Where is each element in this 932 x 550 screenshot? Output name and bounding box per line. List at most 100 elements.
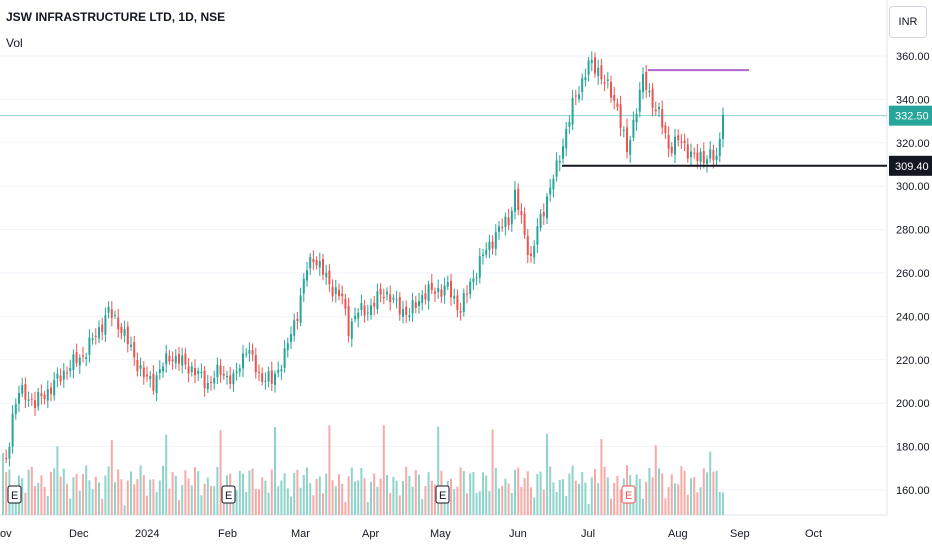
candle-body — [386, 291, 388, 295]
volume-bar — [581, 472, 584, 515]
volume-bar — [594, 469, 596, 515]
volume-bar — [530, 487, 532, 515]
candle-body — [402, 308, 404, 317]
earnings-marker[interactable] — [435, 485, 450, 504]
volume-bar — [482, 472, 484, 515]
x-tick-label: Apr — [362, 528, 379, 540]
candle-body — [152, 373, 155, 391]
candle-body — [622, 129, 625, 131]
candle-body — [363, 305, 366, 316]
candle-body — [229, 375, 232, 384]
candle-body — [318, 261, 321, 268]
volume-bar — [645, 481, 648, 515]
candle-body — [210, 381, 212, 383]
volume-bar — [578, 483, 580, 515]
x-tick-label: 2024 — [135, 528, 159, 540]
candle-body — [331, 286, 334, 297]
volume-bar — [254, 488, 257, 515]
candle-body — [680, 141, 683, 143]
volume-bar — [514, 469, 516, 515]
candle-body — [683, 140, 686, 144]
volume-bar — [216, 466, 219, 515]
candle-body — [651, 88, 654, 108]
candle-body — [286, 343, 289, 350]
volume-bar — [347, 476, 350, 515]
volume-bar — [91, 489, 94, 515]
currency-button[interactable]: INR — [889, 6, 927, 38]
candle-body — [293, 320, 296, 336]
candle-body — [427, 284, 430, 302]
volume-bar — [133, 484, 136, 515]
candle-body — [533, 246, 536, 258]
volume-bar — [690, 478, 692, 515]
volume-bar — [50, 471, 52, 515]
candle-body — [440, 289, 443, 297]
volume-bar — [88, 480, 91, 515]
x-tick-label: Sep — [730, 528, 750, 540]
volume-bar — [405, 466, 408, 515]
candle-body — [245, 353, 248, 355]
volume-bar — [562, 479, 564, 515]
candle-body — [379, 288, 382, 295]
candle-body — [72, 354, 75, 371]
candle-body — [104, 315, 107, 335]
volume-bar — [699, 487, 702, 515]
candle-body — [594, 57, 596, 74]
earnings-marker-label: E — [225, 490, 232, 502]
volume-bar — [309, 483, 312, 515]
candle-body — [690, 151, 692, 158]
volume-bar — [370, 481, 372, 515]
volume-bar — [485, 475, 488, 515]
volume-bar — [187, 478, 190, 515]
candle-body — [130, 344, 132, 347]
candle-body — [24, 384, 27, 400]
earnings-marker[interactable] — [7, 485, 22, 504]
volume-bar — [203, 483, 206, 515]
candle-body — [248, 350, 251, 354]
earnings-marker[interactable] — [621, 485, 636, 504]
candle-body — [216, 364, 219, 378]
candle-body — [98, 327, 100, 339]
candle-body — [59, 375, 62, 382]
volume-bar — [142, 475, 145, 515]
candle-body — [530, 253, 532, 257]
volume-bar — [466, 493, 468, 515]
candle-body — [472, 278, 475, 283]
candle-body — [347, 306, 350, 337]
candle-body — [206, 382, 209, 390]
volume-bar — [59, 476, 62, 515]
candle-body — [75, 352, 78, 364]
volume-indicator-label[interactable]: Vol — [6, 36, 23, 50]
volume-bar — [350, 467, 353, 515]
volume-bar — [571, 465, 574, 515]
candle-body — [50, 387, 52, 394]
y-tick-label: 180.00 — [896, 442, 930, 454]
candle-body — [597, 67, 600, 77]
candle-body — [536, 226, 539, 245]
candle-body — [482, 254, 484, 257]
x-tick-label: Feb — [218, 528, 237, 540]
candle-body — [101, 324, 104, 333]
candle-body — [610, 82, 612, 98]
candle-body — [261, 373, 264, 382]
candle-body — [11, 413, 14, 447]
volume-bar — [638, 479, 641, 515]
candle-body — [715, 155, 718, 160]
volume-bar — [427, 472, 430, 515]
candle-body — [258, 371, 260, 373]
candle-body — [581, 77, 584, 93]
volume-bar — [498, 488, 500, 515]
volume-bar — [72, 477, 75, 515]
volume-bar — [27, 469, 30, 515]
volume-bar — [469, 473, 472, 515]
candle-body — [677, 135, 680, 141]
volume-bar — [360, 467, 363, 515]
earnings-marker[interactable] — [221, 485, 236, 504]
candle-body — [213, 378, 216, 384]
volume-bar — [82, 473, 84, 515]
candle-body — [174, 355, 177, 364]
volume-bar — [568, 473, 571, 515]
candle-body — [443, 285, 446, 296]
x-tick-label: ov — [0, 528, 12, 540]
